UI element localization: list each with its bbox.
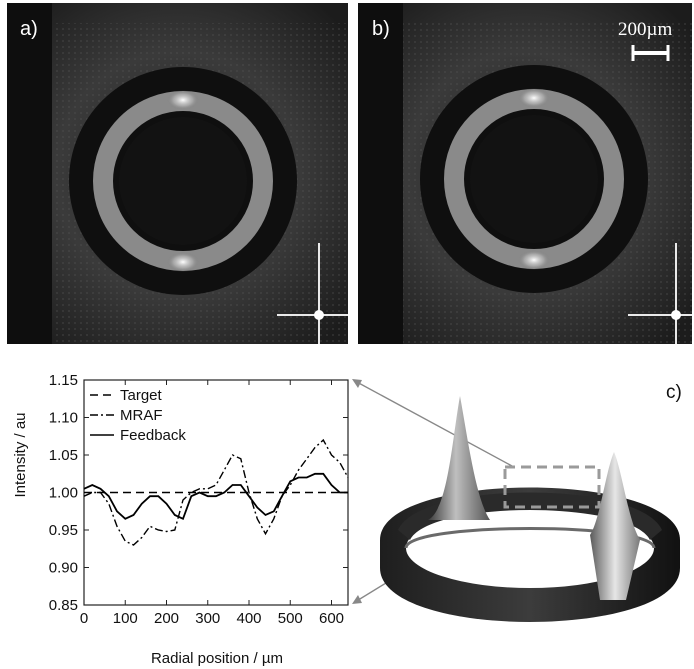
x-tick-label: 300: [195, 610, 220, 627]
y-tick-label: 0.95: [49, 522, 78, 539]
x-axis-label: Radial position / µm: [151, 650, 283, 667]
x-tick-label: 500: [278, 610, 303, 627]
y-axis-label: Intensity / au: [12, 412, 29, 497]
chart-axes: 0 100 200 300 400 500 600 0.85 0.90 0.95 1.00 1.05 1…: [49, 372, 349, 627]
x-tick-label: 0: [80, 610, 88, 627]
y-tick-label: 1.05: [49, 447, 78, 464]
speckle-image-b: b) 200µm: [358, 3, 692, 344]
series-line-mraf: [83, 438, 349, 546]
selection-box: [503, 465, 601, 509]
x-tick-label: 200: [154, 610, 179, 627]
chart-legend: Target MRAF Feedback: [90, 387, 186, 444]
chart-series: [83, 438, 349, 546]
speckle-image-a: a): [7, 3, 348, 344]
intensity-chart: 0 100 200 300 400 500 600 0.85 0.90 0.95 1.00 1.05 1…: [12, 372, 349, 667]
y-tick-label: 0.85: [49, 597, 78, 614]
ring-pattern-a: [7, 3, 348, 344]
panel-label-c: c): [666, 382, 682, 403]
legend-label: Target: [120, 387, 163, 404]
ring-pattern-b: [358, 3, 692, 344]
x-tick-label: 400: [236, 610, 261, 627]
y-tick-label: 1.15: [49, 372, 78, 389]
series-line-feedback: [83, 472, 348, 521]
scale-bar: [631, 45, 670, 61]
y-tick-label: 1.00: [49, 485, 78, 502]
panel-label-b: b): [372, 18, 390, 40]
x-tick-label: 100: [113, 610, 138, 627]
legend-label: Feedback: [120, 427, 186, 444]
y-tick-label: 0.90: [49, 560, 78, 577]
x-tick-label: 600: [319, 610, 344, 627]
legend-label: MRAF: [120, 407, 163, 424]
scale-bar-label: 200µm: [618, 19, 673, 40]
pointer-line-top: [354, 380, 513, 467]
panel-label-a: a): [20, 18, 38, 40]
y-tick-label: 1.10: [49, 410, 78, 427]
